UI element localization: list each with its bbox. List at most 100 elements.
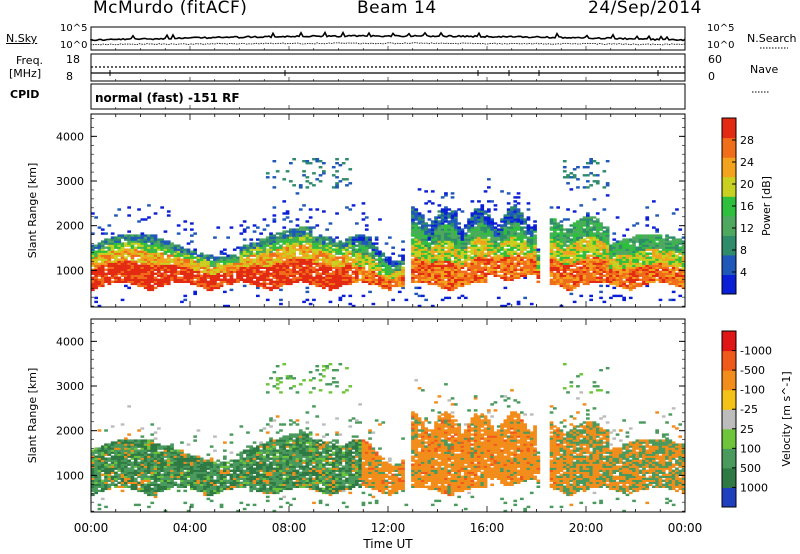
heatmap-cell bbox=[282, 246, 287, 249]
heatmap-cell bbox=[526, 272, 531, 275]
heatmap-cell bbox=[318, 166, 323, 169]
heatmap-cell bbox=[124, 485, 128, 488]
heatmap-cell bbox=[285, 250, 290, 253]
heatmap-cell bbox=[490, 268, 494, 271]
heatmap-cell bbox=[427, 228, 432, 231]
heatmap-cell bbox=[434, 228, 438, 231]
heatmap-cell bbox=[91, 248, 95, 251]
heatmap-cell bbox=[549, 250, 554, 253]
heatmap-cell bbox=[572, 254, 577, 257]
heatmap-cell bbox=[143, 242, 148, 245]
heatmap-cell bbox=[619, 284, 623, 288]
heatmap-cell bbox=[114, 471, 118, 474]
heatmap-cell bbox=[470, 244, 475, 247]
heatmap-cell bbox=[364, 242, 369, 245]
heatmap-cell bbox=[671, 254, 676, 257]
heatmap-cell bbox=[143, 250, 148, 253]
heatmap-cell bbox=[397, 280, 402, 283]
heatmap-cell bbox=[302, 226, 306, 229]
heatmap-cell bbox=[265, 250, 270, 253]
heatmap-cell bbox=[147, 489, 151, 493]
heatmap-cell bbox=[120, 234, 125, 237]
heatmap-cell bbox=[579, 280, 584, 283]
heatmap-cell bbox=[652, 248, 656, 251]
heatmap-cell bbox=[190, 250, 194, 253]
heatmap-cell bbox=[107, 473, 112, 476]
heatmap-cell bbox=[322, 282, 326, 286]
heatmap-cell bbox=[450, 274, 455, 277]
heatmap-cell bbox=[625, 264, 630, 267]
heatmap-cell bbox=[612, 274, 617, 277]
heatmap-cell bbox=[133, 487, 138, 491]
heatmap-cell bbox=[279, 276, 283, 279]
heatmap-cell bbox=[124, 473, 128, 476]
heatmap-cell bbox=[625, 262, 630, 265]
heatmap-cell bbox=[120, 258, 125, 261]
heatmap-cell bbox=[612, 262, 617, 265]
heatmap-cell bbox=[625, 228, 630, 231]
heatmap-cell bbox=[100, 244, 105, 247]
heatmap-cell bbox=[516, 256, 521, 259]
heatmap-cell bbox=[582, 274, 587, 277]
heatmap-cell bbox=[668, 274, 673, 277]
heatmap-cell bbox=[457, 234, 461, 237]
heatmap-cell bbox=[348, 268, 353, 271]
heatmap-cell bbox=[642, 252, 646, 255]
heatmap-cell bbox=[635, 276, 640, 279]
heatmap-cell bbox=[249, 278, 254, 281]
heatmap-cell bbox=[421, 294, 425, 298]
heatmap-cell bbox=[421, 276, 425, 279]
heatmap-cell bbox=[582, 280, 587, 283]
heatmap-cell bbox=[496, 258, 501, 261]
heatmap-cell bbox=[602, 264, 607, 267]
heatmap-cell bbox=[361, 242, 366, 245]
heatmap-cell bbox=[209, 284, 214, 288]
heatmap-cell bbox=[94, 246, 98, 249]
heatmap-cell bbox=[671, 242, 676, 245]
heatmap-cell bbox=[440, 230, 445, 233]
heatmap-cell bbox=[143, 272, 148, 275]
heatmap-cell bbox=[282, 178, 287, 181]
heatmap-cell bbox=[503, 242, 508, 245]
heatmap-cell bbox=[279, 284, 283, 288]
heatmap-cell bbox=[589, 258, 593, 261]
heatmap-cell bbox=[510, 276, 514, 279]
heatmap-cell bbox=[236, 246, 240, 249]
heatmap-cell bbox=[681, 262, 685, 265]
heatmap-cell bbox=[493, 258, 498, 261]
heatmap-cell bbox=[605, 228, 610, 231]
heatmap-cell bbox=[675, 244, 679, 247]
heatmap-cell bbox=[605, 284, 610, 288]
heatmap-cell bbox=[104, 465, 108, 468]
heatmap-cell bbox=[140, 489, 145, 493]
heatmap-cell bbox=[381, 280, 386, 283]
heatmap-cell bbox=[176, 250, 181, 253]
heatmap-cell bbox=[226, 264, 230, 267]
heatmap-cell bbox=[256, 280, 260, 283]
heatmap-cell bbox=[661, 250, 666, 253]
heatmap-cell bbox=[473, 214, 478, 217]
heatmap-cell bbox=[437, 250, 442, 253]
heatmap-cell bbox=[562, 252, 567, 255]
heatmap-cell bbox=[460, 270, 465, 273]
heatmap-cell bbox=[107, 483, 112, 486]
heatmap-cell bbox=[572, 168, 577, 171]
heatmap-cell bbox=[124, 272, 128, 275]
heatmap-cell bbox=[609, 248, 613, 251]
heatmap-cell bbox=[599, 264, 603, 267]
heatmap-cell bbox=[124, 284, 128, 288]
heatmap-cell bbox=[272, 160, 277, 163]
heatmap-cell bbox=[137, 238, 141, 241]
heatmap-cell bbox=[312, 242, 316, 245]
heatmap-cell bbox=[246, 268, 250, 271]
heatmap-cell bbox=[117, 264, 122, 267]
heatmap-cell bbox=[180, 272, 184, 275]
heatmap-cell bbox=[678, 246, 683, 249]
heatmap-cell bbox=[388, 258, 392, 261]
heatmap-cell bbox=[246, 246, 250, 249]
heatmap-cell bbox=[166, 260, 171, 263]
heatmap-cell bbox=[150, 236, 155, 239]
heatmap-cell bbox=[262, 282, 267, 286]
heatmap-cell bbox=[562, 258, 567, 261]
heatmap-cell bbox=[417, 294, 422, 298]
